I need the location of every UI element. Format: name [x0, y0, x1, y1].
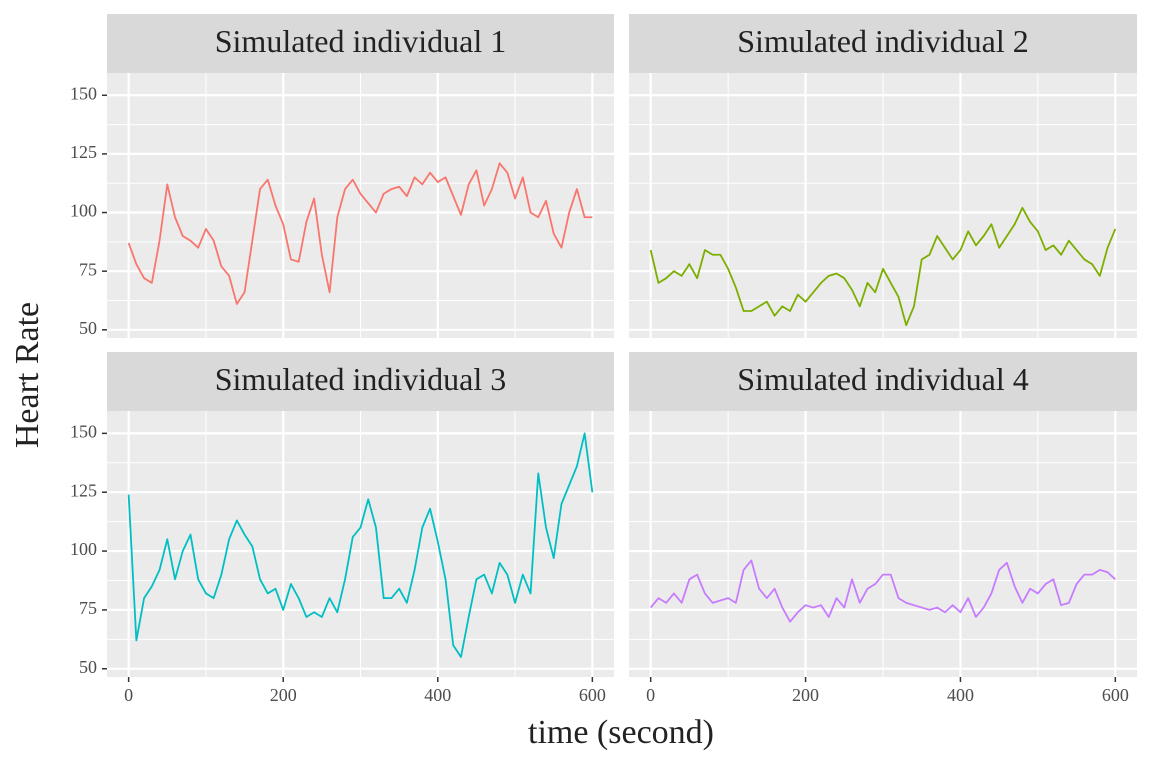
x-tick-label: 600: [1102, 685, 1129, 705]
strip-background: [629, 14, 1137, 73]
y-tick-label: 75: [79, 598, 97, 618]
strip-background: [629, 352, 1137, 411]
strip-title: Simulated individual 2: [737, 23, 1029, 59]
line: [127, 432, 594, 658]
y-axis-title: Heart Rate: [9, 302, 46, 448]
y-tick-label: 125: [70, 142, 97, 162]
line: [649, 559, 1116, 623]
x-tick-label: 400: [424, 685, 451, 705]
y-tick-label: 100: [70, 539, 97, 559]
y-tick-label: 100: [70, 201, 97, 221]
strip-title: Simulated individual 1: [215, 23, 507, 59]
y-tick-label: 150: [70, 421, 97, 441]
x-axis-title: time (second): [528, 714, 714, 751]
line: [649, 206, 1117, 326]
strip-background: [107, 14, 614, 73]
strip-title: Simulated individual 4: [737, 361, 1029, 397]
x-tick-label: 400: [947, 685, 974, 705]
x-tick-label: 200: [792, 685, 819, 705]
y-tick-label: 125: [70, 480, 97, 500]
x-tick-label: 0: [646, 685, 655, 705]
y-tick-label: 150: [70, 83, 97, 103]
y-tick-label: 50: [79, 657, 97, 677]
strip-background: [107, 352, 614, 411]
y-tick-label: 50: [79, 318, 97, 338]
strip-title: Simulated individual 3: [215, 361, 507, 397]
line: [127, 162, 593, 305]
y-tick-label: 75: [79, 259, 97, 279]
x-tick-label: 0: [124, 685, 133, 705]
x-tick-label: 600: [579, 685, 606, 705]
x-tick-label: 200: [270, 685, 297, 705]
